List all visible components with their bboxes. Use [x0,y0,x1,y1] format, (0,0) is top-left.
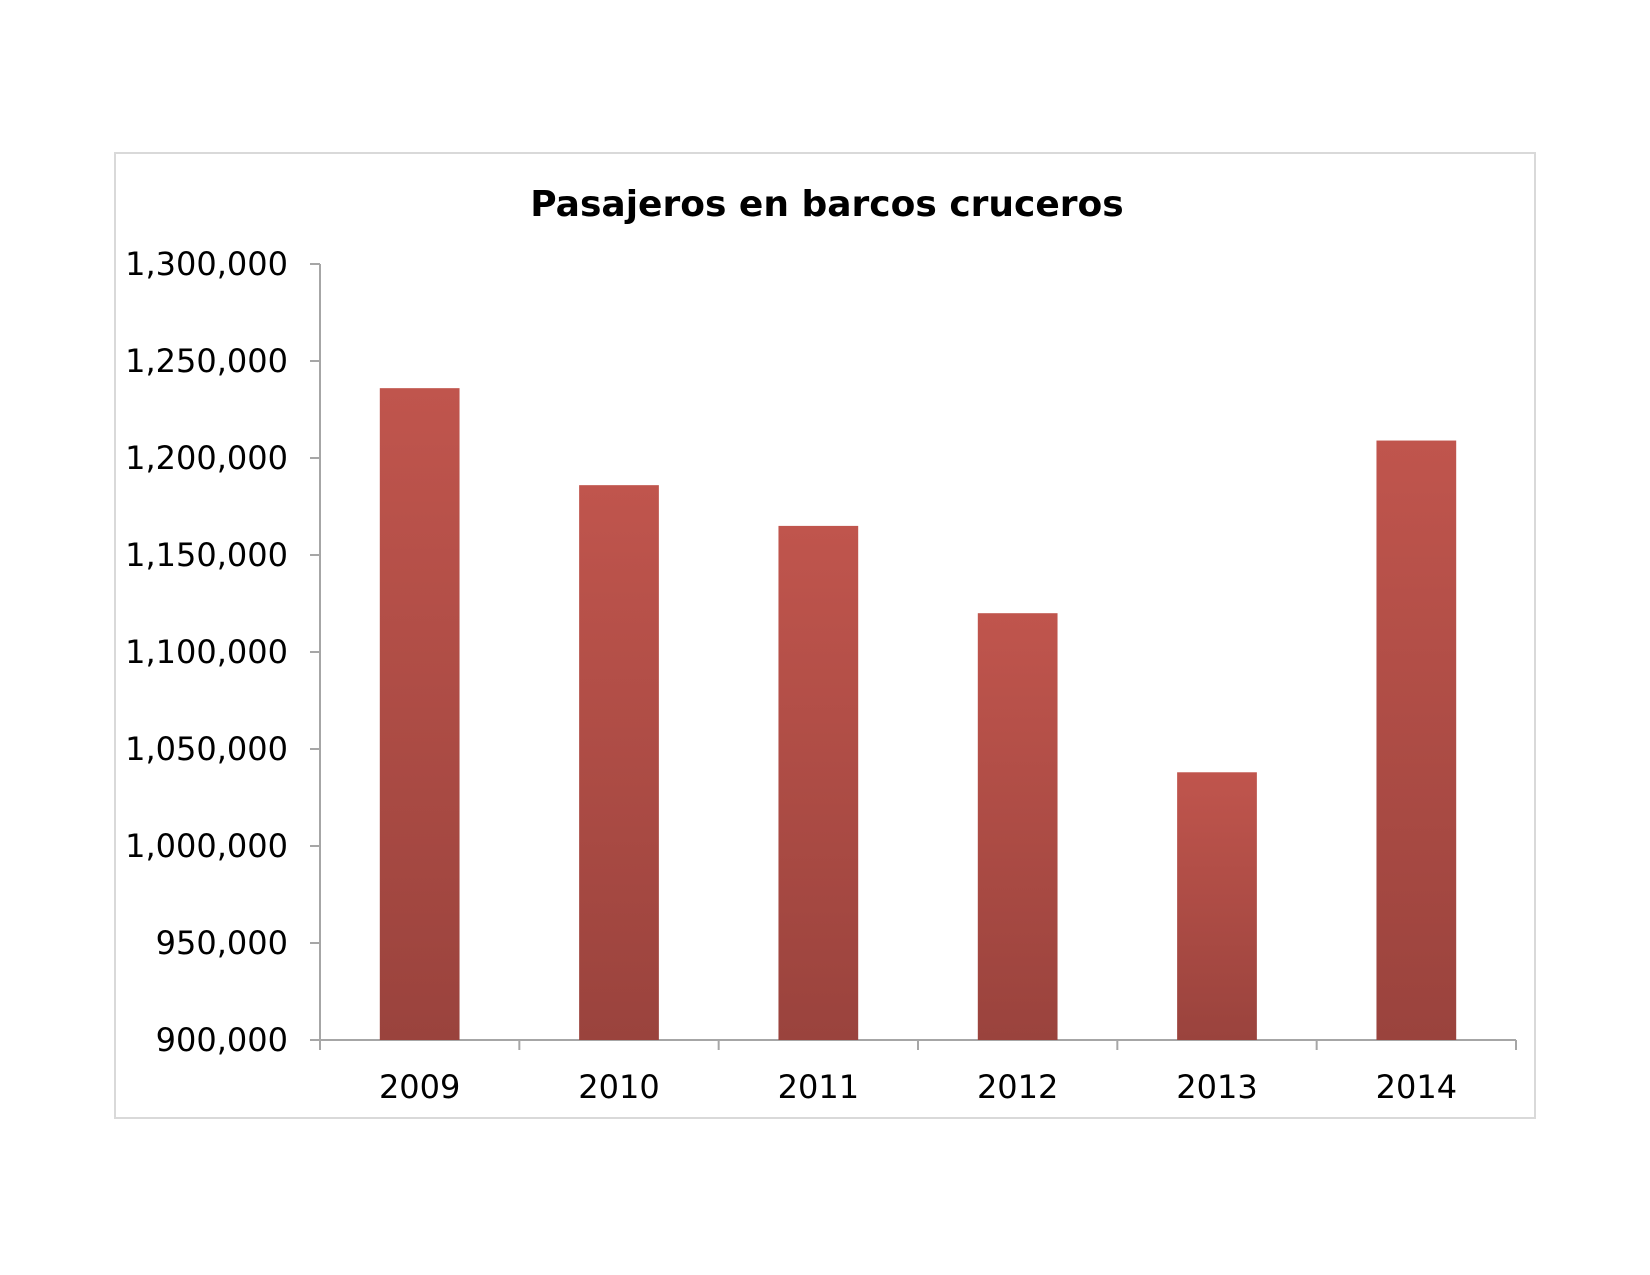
y-tick-label: 900,000 [156,1021,288,1059]
bar-2009 [379,388,460,1040]
bar-2013 [1177,772,1257,1040]
y-tick-label: 1,000,000 [125,827,288,865]
bar-2014 [1376,440,1457,1040]
bar-2012 [977,613,1058,1040]
x-axis: 2009 2010 2011 2012 2013 2014 [319,1039,1517,1106]
bar-2011 [778,525,859,1040]
chart-frame: Pasajeros en barcos cruceros 900,000 950,… [114,152,1536,1119]
bar-2010 [579,485,659,1040]
y-tick-label: 1,250,000 [125,342,288,380]
y-tick-label: 1,100,000 [125,633,288,671]
y-tick-label: 1,150,000 [125,536,288,574]
y-tick-label: 1,300,000 [125,245,288,283]
bar-chart: Pasajeros en barcos cruceros 900,000 950,… [125,184,1517,1106]
x-tick-label: 2013 [1176,1068,1257,1106]
y-tick-label: 1,050,000 [125,730,288,768]
x-tick-label: 2011 [778,1068,859,1106]
bars [379,388,1457,1040]
x-tick-label: 2010 [578,1068,659,1106]
y-tick-label: 1,200,000 [125,439,288,477]
x-tick-label: 2012 [977,1068,1058,1106]
x-tick-label: 2014 [1376,1068,1457,1106]
y-tick-label: 950,000 [156,924,288,962]
y-axis: 900,000 950,000 1,000,000 1,050,000 1,100,00… [125,245,321,1059]
x-tick-label: 2009 [379,1068,460,1106]
chart-title: Pasajeros en barcos cruceros [530,184,1123,225]
